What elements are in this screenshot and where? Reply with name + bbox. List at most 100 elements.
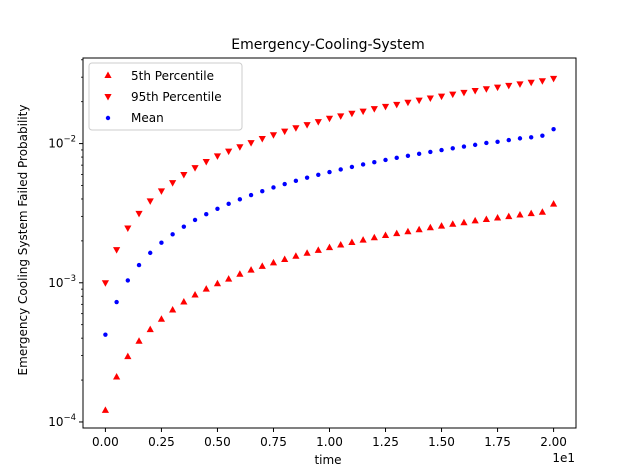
legend: 5th Percentile 95th Percentile Mean <box>88 62 243 131</box>
point-mean <box>349 164 355 170</box>
point-mean <box>170 232 175 237</box>
point-5th-percentile <box>236 270 244 277</box>
y-tick-label: 10−4 <box>48 413 76 429</box>
point-mean <box>316 172 321 177</box>
point-mean <box>551 126 556 132</box>
point-mean <box>215 206 220 212</box>
point-5th-percentile <box>393 229 401 237</box>
point-5th-percentile <box>314 246 322 253</box>
point-5th-percentile <box>471 216 479 224</box>
legend-marker-5th-percentile <box>104 71 112 78</box>
point-mean <box>517 136 523 141</box>
point-95th-percentile <box>325 115 334 123</box>
point-95th-percentile <box>381 103 390 111</box>
point-5th-percentile <box>404 227 412 235</box>
point-95th-percentile <box>213 153 222 160</box>
point-5th-percentile <box>258 262 266 269</box>
y-tick-label: 10−3 <box>48 274 76 290</box>
point-mean <box>192 217 198 223</box>
legend-label-5th-percentile: 5th Percentile <box>131 69 214 83</box>
point-95th-percentile <box>180 171 188 179</box>
point-5th-percentile <box>124 352 132 360</box>
point-mean <box>428 149 433 155</box>
point-5th-percentile <box>202 285 210 292</box>
point-95th-percentile <box>236 144 244 151</box>
point-mean <box>528 135 534 140</box>
point-mean <box>204 211 209 217</box>
point-mean <box>103 332 108 337</box>
point-95th-percentile <box>169 180 177 187</box>
point-mean <box>226 201 231 207</box>
x-axis-title: time <box>314 453 341 467</box>
point-5th-percentile <box>482 215 490 222</box>
point-mean <box>338 167 343 172</box>
point-95th-percentile <box>202 159 210 166</box>
point-95th-percentile <box>314 119 322 126</box>
point-mean <box>125 278 131 283</box>
point-mean <box>148 250 153 256</box>
point-95th-percentile <box>449 91 457 99</box>
point-mean <box>439 147 444 153</box>
point-5th-percentile <box>337 241 345 248</box>
point-5th-percentile <box>269 258 278 266</box>
point-95th-percentile <box>415 97 423 105</box>
point-95th-percentile <box>516 81 524 88</box>
point-mean <box>405 153 411 159</box>
point-5th-percentile <box>370 233 378 241</box>
x-axis: 0.00 0.25 0.50 0.75 1.00 1.25 1.50 1.75 2.00 <box>92 428 567 449</box>
point-5th-percentile <box>303 249 311 256</box>
point-5th-percentile <box>281 255 289 262</box>
point-mean <box>248 192 254 198</box>
point-95th-percentile <box>549 75 558 83</box>
point-mean <box>495 139 500 145</box>
chart-title: Emergency-Cooling-System <box>231 37 424 53</box>
point-95th-percentile <box>269 132 278 139</box>
point-95th-percentile <box>538 78 546 85</box>
point-5th-percentile <box>381 231 390 239</box>
point-mean <box>181 224 187 229</box>
point-95th-percentile <box>225 148 233 156</box>
point-mean <box>271 185 276 190</box>
point-5th-percentile <box>449 220 457 227</box>
point-mean <box>114 299 119 305</box>
point-mean <box>360 162 366 167</box>
point-mean <box>260 188 265 194</box>
point-95th-percentile <box>359 108 367 116</box>
point-mean <box>450 146 455 151</box>
point-mean <box>506 137 511 143</box>
point-mean <box>383 157 388 163</box>
point-mean <box>237 197 243 202</box>
point-95th-percentile <box>303 122 311 129</box>
point-5th-percentile <box>146 325 154 333</box>
point-95th-percentile <box>426 95 434 103</box>
point-5th-percentile <box>247 266 255 273</box>
series-mean <box>103 126 556 337</box>
point-95th-percentile <box>437 93 446 101</box>
point-5th-percentile <box>325 243 334 251</box>
point-95th-percentile <box>348 110 356 118</box>
point-95th-percentile <box>393 101 401 109</box>
point-5th-percentile <box>169 305 177 313</box>
point-95th-percentile <box>101 280 110 287</box>
point-5th-percentile <box>549 200 558 207</box>
point-mean <box>372 159 377 165</box>
point-95th-percentile <box>404 99 412 107</box>
point-mean <box>540 133 545 138</box>
point-95th-percentile <box>460 89 468 97</box>
point-mean <box>136 262 142 268</box>
point-95th-percentile <box>247 140 255 147</box>
point-5th-percentile <box>415 225 423 233</box>
y-axis-title: Emergency Cooling System Failed Probabil… <box>16 105 30 376</box>
x-tick-label: 1.75 <box>484 435 511 449</box>
point-5th-percentile <box>493 213 502 221</box>
point-95th-percentile <box>527 79 535 87</box>
x-tick-label: 0.00 <box>92 435 119 449</box>
point-5th-percentile <box>113 372 121 380</box>
legend-frame <box>88 62 243 131</box>
point-mean <box>327 169 332 175</box>
point-mean <box>484 140 489 146</box>
point-5th-percentile <box>348 238 356 245</box>
point-5th-percentile <box>527 209 535 217</box>
x-tick-label: 0.75 <box>260 435 287 449</box>
